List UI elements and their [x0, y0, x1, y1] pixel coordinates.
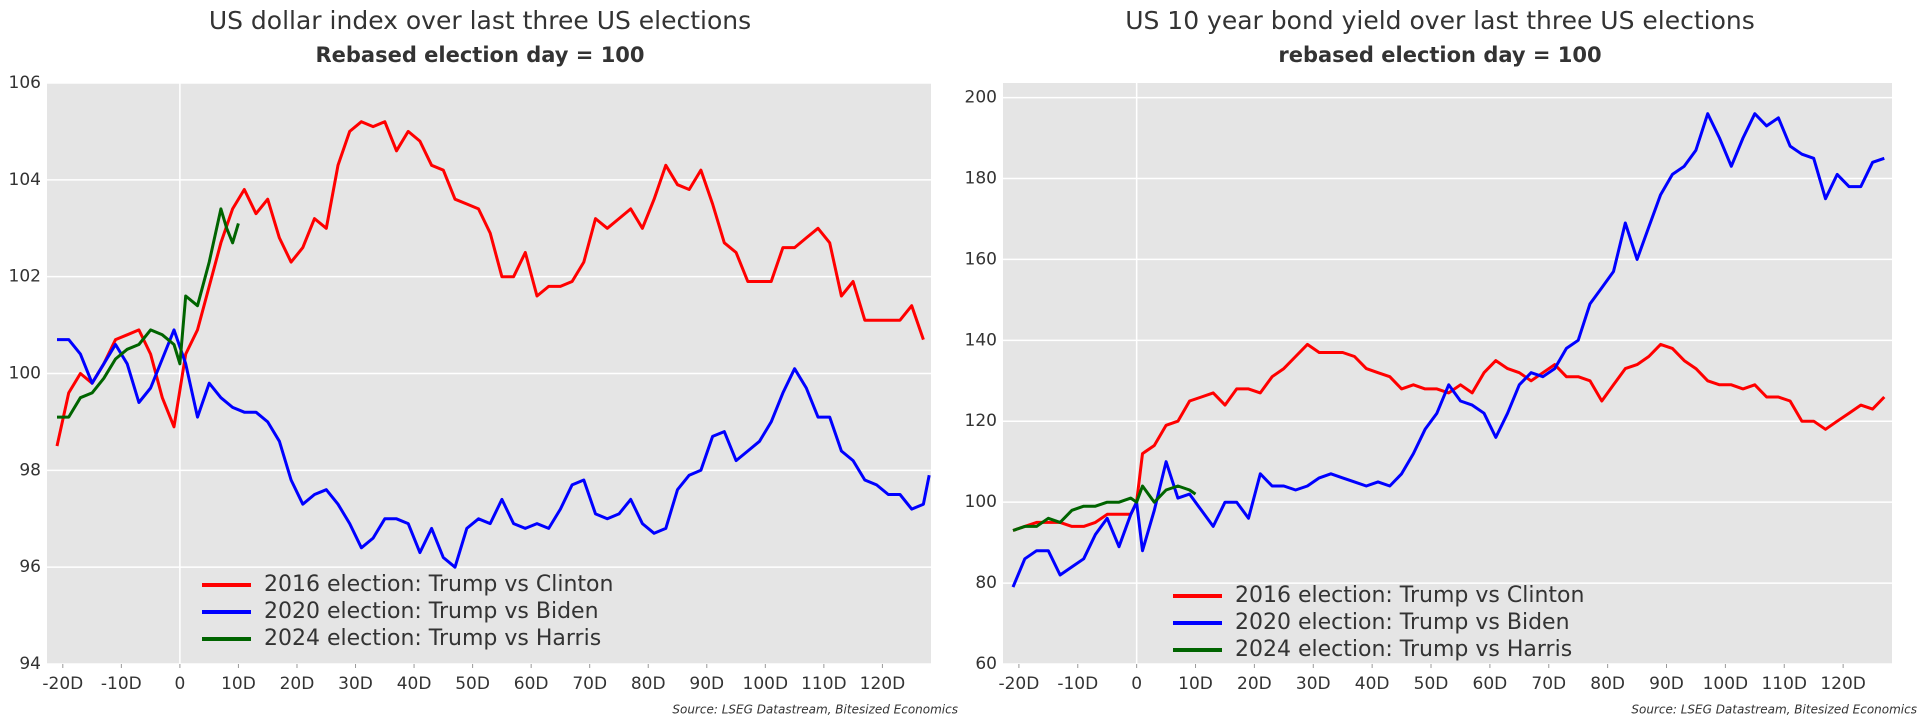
chart-title: US dollar index over last three US elect… — [209, 6, 751, 35]
x-tick-label: 90D — [1649, 674, 1684, 694]
y-tick-label: 60 — [975, 654, 997, 674]
y-tick-label: 140 — [965, 330, 997, 350]
x-tick-label: 50D — [455, 674, 490, 694]
y-tick-label: 106 — [9, 73, 41, 93]
x-tick-label: 60D — [1473, 674, 1508, 694]
x-tick-label: 20D — [280, 674, 315, 694]
x-tick-label: 120D — [1820, 674, 1866, 694]
series-line — [57, 328, 931, 569]
x-tick-label: -20D — [998, 674, 1039, 694]
y-tick-label: 180 — [965, 168, 997, 188]
x-tick-label: 70D — [572, 674, 607, 694]
x-tick-label: 40D — [1355, 674, 1390, 694]
y-tick-label: 80 — [975, 573, 997, 593]
x-tick-label: 0 — [174, 674, 185, 694]
x-tick-label: 80D — [1590, 674, 1625, 694]
x-tick-label: 110D — [801, 674, 847, 694]
x-tick-label: 90D — [689, 674, 724, 694]
y-tick-label: 160 — [965, 249, 997, 269]
chart-title: US 10 year bond yield over last three US… — [1125, 6, 1755, 35]
x-tick-label: 10D — [1178, 674, 1213, 694]
legend-label: 2016 election: Trump vs Clinton — [1235, 583, 1584, 608]
x-tick-label: -10D — [1057, 674, 1098, 694]
y-tick-label: 104 — [9, 170, 41, 190]
x-tick-label: 70D — [1531, 674, 1566, 694]
series-line — [57, 207, 240, 419]
y-tick-label: 98 — [19, 460, 41, 480]
legend-label: 2024 election: Trump vs Harris — [264, 626, 601, 651]
legend-label: 2020 election: Trump vs Biden — [264, 599, 599, 624]
x-tick-label: 30D — [338, 674, 373, 694]
x-tick-label: 80D — [631, 674, 666, 694]
series-line — [1011, 112, 1885, 588]
legend-label: 2020 election: Trump vs Biden — [1235, 610, 1570, 635]
x-tick-label: 120D — [860, 674, 906, 694]
x-tick-label: 40D — [397, 674, 432, 694]
plot-area — [1003, 83, 1892, 664]
y-tick-label: 94 — [19, 654, 41, 674]
x-tick-label: 100D — [743, 674, 789, 694]
x-tick-label: 50D — [1414, 674, 1449, 694]
x-tick-label: -20D — [42, 674, 83, 694]
y-tick-label: 200 — [965, 88, 997, 108]
x-tick-label: 110D — [1761, 674, 1807, 694]
y-tick-label: 102 — [9, 267, 41, 287]
x-tick-label: 30D — [1296, 674, 1331, 694]
source-note: Source: LSEG Datastream, Bitesized Econo… — [1631, 703, 1917, 717]
series-line — [1012, 484, 1197, 532]
x-tick-label: 0 — [1131, 674, 1142, 694]
legend-label: 2024 election: Trump vs Harris — [1235, 637, 1572, 662]
chart-subtitle: Rebased election day = 100 — [315, 43, 644, 67]
series-line — [55, 120, 925, 447]
legend-label: 2016 election: Trump vs Clinton — [264, 572, 613, 597]
y-tick-label: 120 — [965, 411, 997, 431]
x-tick-label: 60D — [514, 674, 549, 694]
y-tick-label: 96 — [19, 557, 41, 577]
x-tick-label: 10D — [221, 674, 256, 694]
y-tick-label: 100 — [9, 364, 41, 384]
series-line — [1012, 342, 1886, 532]
chart-subtitle: rebased election day = 100 — [1278, 43, 1601, 67]
source-note: Source: LSEG Datastream, Bitesized Econo… — [672, 703, 958, 717]
x-tick-label: 20D — [1237, 674, 1272, 694]
x-tick-label: -10D — [101, 674, 142, 694]
y-tick-label: 100 — [965, 492, 997, 512]
x-tick-label: 100D — [1703, 674, 1749, 694]
